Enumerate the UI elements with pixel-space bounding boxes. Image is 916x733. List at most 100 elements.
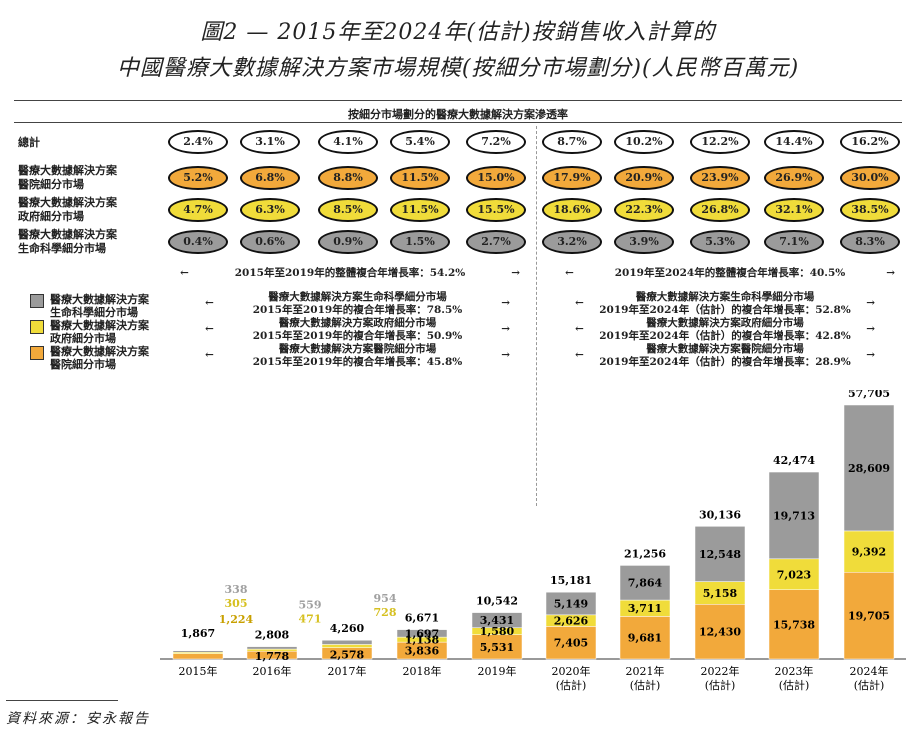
bar-segment	[471, 634, 523, 660]
bar-value-label: 28,609	[848, 462, 890, 475]
bar-value-label: 1,138	[405, 634, 440, 647]
bar-value-label: 3,431	[480, 614, 514, 627]
x-tick-label: 2023年	[775, 664, 814, 678]
bar-value-label: 7,023	[777, 568, 811, 581]
penetration-value: 38.5%	[840, 198, 900, 222]
cagr-detail: ← 醫療大數據解決方案政府細分市場 2019年至2024年（估計）的複合年增長率：…	[575, 317, 875, 342]
x-tick-label: (估計)	[630, 678, 661, 692]
bar-segment	[321, 644, 373, 648]
x-tick-label: 2016年	[253, 664, 292, 678]
penetration-row-label: 醫療大數據解決方案 生命科學細分市場	[18, 228, 117, 255]
x-tick-label: 2018年	[403, 664, 442, 678]
x-tick-label: (估計)	[854, 678, 885, 692]
x-tick-label: (估計)	[705, 678, 736, 692]
penetration-value: 5.2%	[168, 166, 228, 190]
bar-value-label: 728	[374, 606, 397, 619]
bar-total-label: 6,671	[405, 612, 439, 625]
bar-segment	[768, 589, 820, 660]
x-tick-label: 2019年	[478, 664, 517, 678]
bar-value-label: 19,713	[773, 509, 815, 522]
penetration-value: 4.1%	[318, 130, 378, 154]
bar-value-label: 338	[225, 583, 248, 596]
x-tick-label: 2021年	[626, 664, 665, 678]
bar-segment	[694, 526, 746, 582]
chart-title-line2: 中國醫療大數據解決方案市場規模(按細分市場劃分)(人民幣百萬元)	[116, 56, 800, 81]
bar-value-label: 1,697	[405, 627, 439, 640]
penetration-value: 26.9%	[764, 166, 824, 190]
bar-value-label: 471	[299, 613, 322, 626]
bar-segment	[843, 404, 895, 532]
bar-segment	[619, 565, 671, 601]
penetration-value: 5.4%	[390, 130, 450, 154]
bar-value-label: 12,430	[699, 626, 741, 639]
source-rule	[6, 700, 118, 701]
penetration-value: 23.9%	[690, 166, 750, 190]
bar-value-label: 7,864	[628, 577, 663, 590]
penetration-value: 1.5%	[390, 230, 450, 254]
penetration-value: 10.2%	[614, 130, 674, 154]
penetration-value: 8.5%	[318, 198, 378, 222]
penetration-divider	[14, 122, 902, 123]
bar-value-label: 15,738	[773, 618, 815, 631]
bar-total-label: 15,181	[550, 574, 592, 587]
penetration-value: 11.5%	[390, 166, 450, 190]
bar-total-label: 4,260	[330, 622, 365, 635]
penetration-value: 15.0%	[466, 166, 526, 190]
penetration-value: 2.7%	[466, 230, 526, 254]
bar-segment	[843, 572, 895, 660]
cagr-detail: ← 醫療大數據解決方案醫院細分市場 2019年至2024年（估計）的複合年增長率：…	[575, 343, 875, 368]
bar-value-label: 5,158	[703, 587, 738, 600]
penetration-value: 17.9%	[542, 166, 602, 190]
penetration-value: 7.2%	[466, 130, 526, 154]
arrow-right-icon: →	[866, 349, 875, 361]
arrow-left-icon: ←	[205, 349, 214, 361]
legend-swatch	[30, 294, 44, 308]
bar-value-label: 3,836	[405, 645, 440, 658]
penetration-value: 3.2%	[542, 230, 602, 254]
bar-value-label: 954	[374, 592, 397, 605]
arrow-left-icon: ←	[205, 323, 214, 335]
arrow-right-icon: →	[501, 323, 510, 335]
legend-swatch	[30, 346, 44, 360]
bar-total-label: 42,474	[773, 454, 815, 467]
penetration-value: 14.4%	[764, 130, 824, 154]
arrow-left-icon: ←	[575, 297, 584, 309]
arrow-left-icon: ←	[575, 323, 584, 335]
bar-value-label: 3,711	[628, 602, 662, 615]
bar-value-label: 2,626	[554, 615, 589, 628]
top-divider	[14, 100, 902, 101]
legend-label: 醫療大數據解決方案 政府細分市場	[50, 319, 149, 345]
x-tick-label: 2020年	[552, 664, 591, 678]
bar-segment	[321, 639, 373, 645]
penetration-value: 26.8%	[690, 198, 750, 222]
penetration-value: 30.0%	[840, 166, 900, 190]
penetration-value: 0.4%	[168, 230, 228, 254]
cagr-overall-right: ← 2019年至2024年的整體複合年增長率：40.5% →	[565, 267, 895, 279]
penetration-row-label: 醫療大數據解決方案 醫院細分市場	[18, 164, 117, 191]
penetration-value: 6.8%	[240, 166, 300, 190]
legend-swatch	[30, 320, 44, 334]
bar-value-label: 7,405	[554, 637, 588, 650]
penetration-value: 22.3%	[614, 198, 674, 222]
bar-value-label: 19,705	[848, 610, 890, 623]
arrow-right-icon: →	[501, 297, 510, 309]
penetration-value: 8.8%	[318, 166, 378, 190]
cagr-detail: ← 醫療大數據解決方案醫院細分市場 2015年至2019年的複合年增長率：45.8…	[205, 343, 510, 368]
penetration-value: 18.6%	[542, 198, 602, 222]
bar-value-label: 305	[225, 597, 248, 610]
legend-label: 醫療大數據解決方案 醫院細分市場	[50, 345, 149, 371]
bar-segment	[172, 653, 224, 660]
penetration-value: 5.3%	[690, 230, 750, 254]
bar-segment	[396, 629, 448, 638]
arrow-right-icon: →	[501, 349, 510, 361]
legend-label: 醫療大數據解決方案 生命科學細分市場	[50, 293, 149, 319]
bar-value-label: 1,778	[255, 650, 290, 663]
bar-segment	[768, 558, 820, 590]
arrow-left-icon: ←	[205, 297, 214, 309]
bar-value-label: 2,578	[330, 648, 365, 661]
penetration-row-label: 總計	[18, 136, 40, 149]
penetration-value: 0.6%	[240, 230, 300, 254]
arrow-right-icon: →	[866, 323, 875, 335]
penetration-value: 15.5%	[466, 198, 526, 222]
